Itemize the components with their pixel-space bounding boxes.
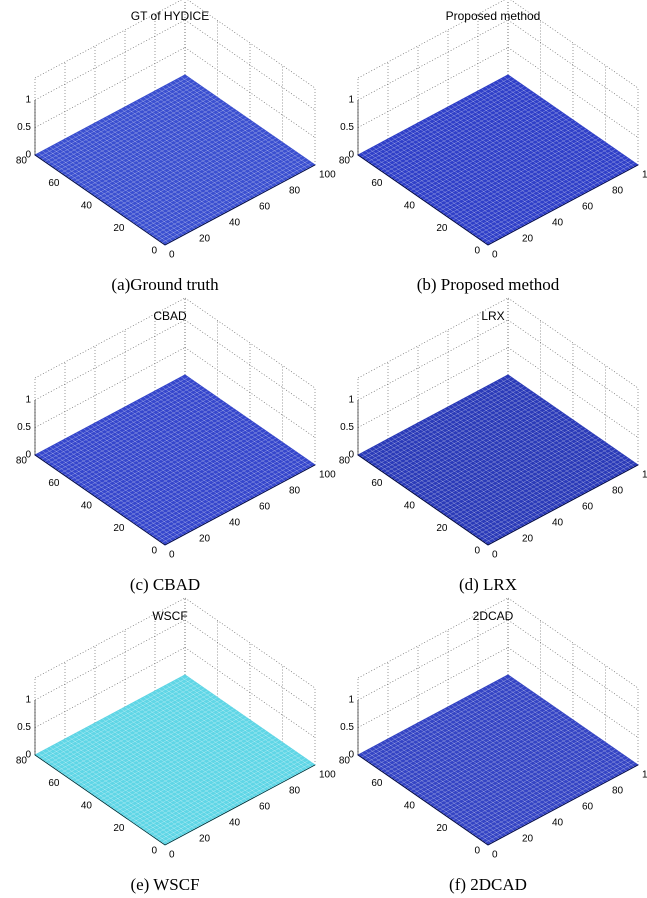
x-tick-label: 40 (229, 518, 241, 529)
y-tick-label: 60 (371, 478, 383, 489)
x-tick-label: 60 (259, 202, 271, 213)
x-tick-label: 20 (199, 534, 211, 545)
y-tick-label: 0 (151, 246, 157, 257)
y-tick-label: 60 (371, 778, 383, 789)
panel: 02040608010002040608000.51CBAD(c) CBAD (16, 298, 336, 594)
z-tick-label: 0.5 (340, 122, 354, 133)
panel-caption: (e) WSCF (130, 875, 199, 894)
panel-title: WSCF (152, 609, 187, 623)
panel-caption: (a)Ground truth (111, 275, 219, 294)
x-tick-label: 100 (319, 170, 336, 181)
z-tick-label: 0 (25, 750, 31, 761)
figure: 02040608010002040608000.51GT of HYDICE(a… (0, 0, 647, 898)
z-tick-label: 1 (25, 95, 31, 106)
x-tick-label: 0 (169, 550, 175, 561)
panel-title: Proposed method (446, 9, 541, 23)
z-tick-label: 1 (25, 695, 31, 706)
y-tick-label: 0 (474, 546, 480, 557)
x-tick-label: 40 (229, 218, 241, 229)
y-tick-label: 40 (404, 801, 416, 812)
x-tick-label: 80 (612, 186, 624, 197)
y-tick-label: 20 (436, 823, 448, 834)
z-tick-label: 1 (348, 95, 354, 106)
x-tick-label: 100 (642, 470, 647, 481)
x-tick-label: 60 (259, 802, 271, 813)
x-tick-label: 20 (522, 834, 534, 845)
panel: 02040608010002040608000.512DCAD(f) 2DCAD (339, 598, 647, 894)
x-tick-label: 40 (229, 818, 241, 829)
x-tick-label: 0 (169, 850, 175, 861)
y-tick-label: 60 (48, 778, 60, 789)
x-tick-label: 0 (492, 250, 498, 261)
y-tick-label: 20 (113, 223, 125, 234)
y-tick-label: 0 (151, 546, 157, 557)
z-tick-label: 1 (348, 695, 354, 706)
z-tick-label: 0 (348, 150, 354, 161)
y-tick-label: 60 (48, 478, 60, 489)
z-tick-label: 0 (25, 150, 31, 161)
x-tick-label: 40 (552, 818, 564, 829)
x-tick-label: 20 (199, 234, 211, 245)
x-tick-label: 60 (582, 502, 594, 513)
z-tick-label: 0 (348, 750, 354, 761)
y-tick-label: 0 (151, 846, 157, 857)
x-tick-label: 60 (582, 802, 594, 813)
x-tick-label: 100 (642, 170, 647, 181)
panel-caption: (d) LRX (459, 575, 517, 594)
x-tick-label: 80 (289, 486, 301, 497)
z-tick-label: 0.5 (340, 422, 354, 433)
z-tick-label: 0 (348, 450, 354, 461)
x-tick-label: 100 (642, 770, 647, 781)
y-tick-label: 40 (81, 801, 93, 812)
y-tick-label: 40 (81, 501, 93, 512)
x-tick-label: 20 (522, 534, 534, 545)
x-tick-label: 0 (492, 850, 498, 861)
z-tick-label: 0 (25, 450, 31, 461)
x-tick-label: 40 (552, 218, 564, 229)
x-tick-label: 20 (522, 234, 534, 245)
x-tick-label: 100 (319, 470, 336, 481)
x-tick-label: 60 (582, 202, 594, 213)
x-tick-label: 0 (492, 550, 498, 561)
z-tick-label: 0.5 (17, 122, 31, 133)
y-tick-label: 20 (436, 223, 448, 234)
z-tick-label: 0.5 (340, 722, 354, 733)
x-tick-label: 80 (612, 486, 624, 497)
panel: 02040608010002040608000.51GT of HYDICE(a… (16, 0, 336, 294)
z-tick-label: 1 (25, 395, 31, 406)
x-tick-label: 20 (199, 834, 211, 845)
y-tick-label: 20 (436, 523, 448, 534)
y-tick-label: 40 (404, 501, 416, 512)
z-tick-label: 1 (348, 395, 354, 406)
y-tick-label: 20 (113, 823, 125, 834)
z-tick-label: 0.5 (17, 422, 31, 433)
y-tick-label: 20 (113, 523, 125, 534)
panel-title: 2DCAD (473, 609, 514, 623)
panel: 02040608010002040608000.51LRX(d) LRX (339, 298, 647, 594)
y-tick-label: 0 (474, 846, 480, 857)
panel-title: LRX (481, 309, 504, 323)
panel-title: CBAD (153, 309, 187, 323)
y-tick-label: 60 (371, 178, 383, 189)
panel-caption: (b) Proposed method (417, 275, 560, 294)
panel-title: GT of HYDICE (131, 9, 209, 23)
x-tick-label: 100 (319, 770, 336, 781)
panel-caption: (c) CBAD (130, 575, 200, 594)
panel: 02040608010002040608000.51Proposed metho… (339, 0, 647, 294)
y-tick-label: 40 (81, 201, 93, 212)
z-tick-label: 0.5 (17, 722, 31, 733)
x-tick-label: 80 (289, 786, 301, 797)
y-tick-label: 40 (404, 201, 416, 212)
panel-caption: (f) 2DCAD (449, 875, 527, 894)
x-tick-label: 40 (552, 518, 564, 529)
x-tick-label: 80 (612, 786, 624, 797)
y-tick-label: 0 (474, 246, 480, 257)
x-tick-label: 0 (169, 250, 175, 261)
y-tick-label: 60 (48, 178, 60, 189)
x-tick-label: 60 (259, 502, 271, 513)
x-tick-label: 80 (289, 186, 301, 197)
